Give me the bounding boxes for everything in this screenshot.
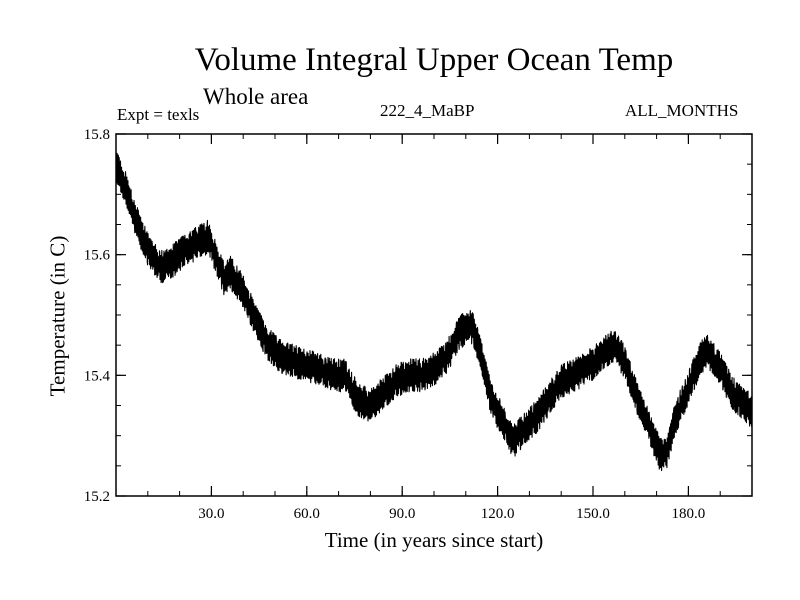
temperature-series-line xyxy=(115,151,753,472)
y-tick-label: 15.4 xyxy=(84,368,111,384)
months-label: ALL_MONTHS xyxy=(625,101,739,120)
y-tick-label: 15.2 xyxy=(84,489,110,505)
x-axis-label: Time (in years since start) xyxy=(324,528,544,552)
x-tick-label: 90.0 xyxy=(389,506,415,522)
x-tick-label: 180.0 xyxy=(672,506,706,522)
chart-subtitle: Whole area xyxy=(203,84,309,109)
x-tick-label: 120.0 xyxy=(481,506,515,522)
y-tick-label: 15.8 xyxy=(84,127,110,143)
experiment-label: Expt = texls xyxy=(117,105,200,124)
x-tick-label: 150.0 xyxy=(576,506,610,522)
chart-title: Volume Integral Upper Ocean Temp xyxy=(194,42,674,78)
x-tick-label: 60.0 xyxy=(294,506,320,522)
experiment-name: 222_4_MaBP xyxy=(380,101,475,120)
y-tick-label: 15.6 xyxy=(84,248,111,264)
x-tick-label: 30.0 xyxy=(198,506,224,522)
